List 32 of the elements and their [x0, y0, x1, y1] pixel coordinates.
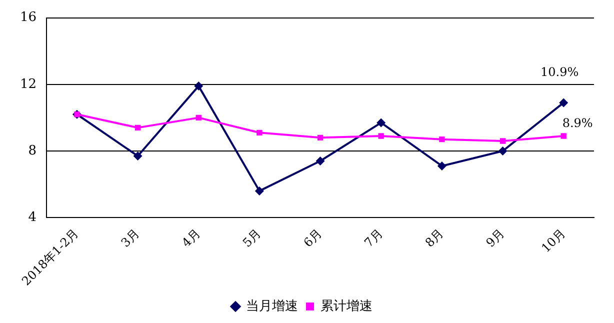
point — [498, 146, 508, 156]
point — [256, 130, 262, 136]
point — [133, 151, 142, 160]
x-tick-label: 8月 — [422, 226, 446, 250]
point — [378, 133, 384, 139]
point — [376, 118, 386, 128]
x-tick-label: 5月 — [240, 226, 264, 250]
point — [134, 124, 141, 131]
x-tick-label: 4月 — [179, 226, 203, 250]
y-tick-label: 4 — [28, 210, 37, 225]
point — [317, 134, 324, 140]
point — [437, 161, 446, 170]
legend-label: 当月增速 — [246, 298, 298, 314]
x-tick-label: 9月 — [483, 226, 508, 250]
data-label: 10.9% — [540, 64, 579, 79]
point — [559, 98, 568, 108]
y-tick-label: 12 — [20, 76, 37, 92]
point — [196, 114, 202, 121]
point — [560, 133, 566, 139]
x-tick-label: 6月 — [300, 226, 325, 250]
point — [316, 156, 325, 166]
data-label: 8.9% — [562, 116, 593, 130]
x-tick-label: 7月 — [362, 226, 386, 250]
y-tick-label: 8 — [28, 143, 37, 158]
y-tick-label: 16 — [20, 10, 37, 26]
point — [194, 82, 204, 91]
x-tick-label: 10月 — [538, 226, 568, 256]
point — [500, 138, 506, 144]
point — [439, 136, 445, 142]
x-tick-label: 3月 — [118, 226, 142, 250]
point — [254, 186, 264, 196]
legend-label: 累计增速 — [320, 298, 372, 314]
